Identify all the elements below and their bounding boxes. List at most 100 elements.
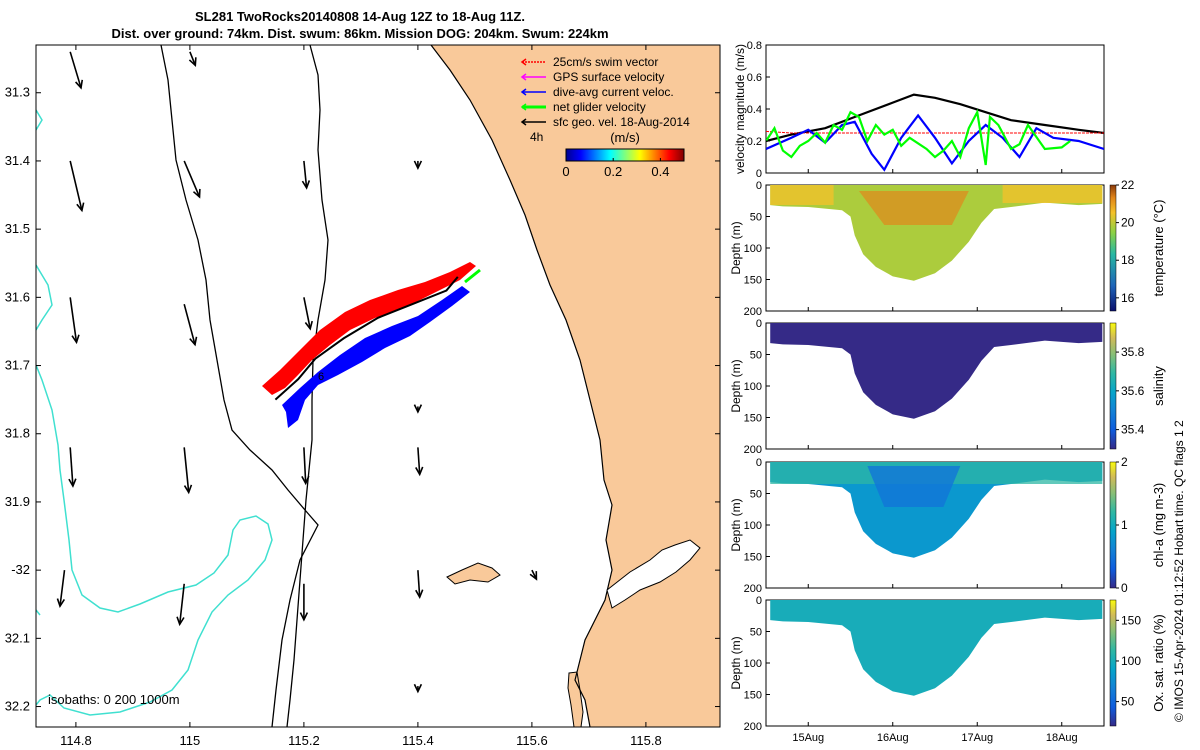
- current-arrow: [69, 160, 83, 211]
- section-surface-band: [770, 185, 834, 205]
- swan-river: [606, 539, 701, 609]
- section-data-fill: [770, 185, 1103, 281]
- current-arrow: [178, 583, 185, 625]
- isobath-deep: [36, 109, 273, 716]
- map-y-tick-label: 31.5: [5, 221, 30, 236]
- section-data-fill: [770, 600, 1103, 696]
- section-y-tick-label: 50: [750, 627, 762, 639]
- coastline: [430, 45, 613, 727]
- section-colorbar-tick-label: 35.6: [1121, 384, 1145, 398]
- section-y-tick-label: 150: [744, 552, 762, 564]
- colorbar-tick-label: 0: [562, 164, 569, 179]
- section-y-tick-label: 0: [756, 457, 762, 469]
- legend-arrowhead: [520, 118, 527, 126]
- current-arrow-head: [56, 598, 66, 608]
- chart-title-line2: Dist. over ground: 74km. Dist. swum: 86k…: [111, 26, 609, 41]
- legend-arrowhead: [520, 73, 527, 81]
- map-frame: [35, 44, 721, 728]
- map-x-tick-label: 115.8: [630, 733, 662, 748]
- section-y-tick-label: 0: [756, 595, 762, 607]
- map-axes: 114.8 115 115.2 115.4 115.6 115.8 31.3 31.4 31.5…: [5, 45, 720, 748]
- legend-arrowhead: [520, 58, 527, 66]
- current-arrow-head: [192, 188, 201, 199]
- velocity-y-tick-label: 0: [756, 168, 762, 180]
- current-arrow-head: [189, 336, 198, 347]
- map-y-tick-label: 32.1: [5, 630, 30, 645]
- colorbar-tick-label: 0.2: [604, 164, 622, 179]
- legend-label: dive-avg current veloc.: [553, 85, 674, 99]
- section-surface-band: [1002, 185, 1103, 203]
- section-low-core: [867, 466, 961, 507]
- section-y-label: Depth (m): [729, 359, 743, 412]
- velocity-y-tick-label: 0.8: [747, 40, 762, 52]
- credit-text: © IMOS 15-Apr-2024 01:12:52 Hobart time.…: [1172, 420, 1186, 722]
- map-y-tick-label: 31.6: [5, 289, 30, 304]
- map-x-tick-label: 115.4: [402, 733, 434, 748]
- current-arrow: [69, 51, 82, 89]
- section-y-label: Depth (m): [729, 221, 743, 274]
- map-y-tick-label: 31.9: [5, 494, 30, 509]
- legend-label: GPS surface velocity: [553, 70, 664, 84]
- velocity-y-tick-label: 0.6: [747, 72, 762, 84]
- map-x-tick-label: 114.8: [60, 733, 92, 748]
- map-y-tick-label: 31.3: [5, 85, 30, 100]
- legend-label: net glider velocity: [553, 100, 646, 114]
- section-data-fill: [770, 323, 1103, 419]
- legend-extra: 4h: [530, 130, 543, 144]
- section-oxygen-saturation: 0 50 100 150 200 Depth (m) 50 100 150 Ox. sat. ra…: [729, 595, 1166, 744]
- velocity-frame: [765, 44, 1105, 174]
- section-chl-a: 0 50 100 150 200 Depth (m) 0 1 2 chl-a (mg m-3): [729, 455, 1166, 595]
- velocity-series-line: [766, 108, 1071, 166]
- section-x-tick-label: 16Aug: [877, 732, 909, 744]
- legend-arrowhead: [520, 88, 527, 96]
- current-arrow: [183, 160, 201, 198]
- section-data-fill: [770, 462, 1103, 558]
- section-y-tick-label: 150: [744, 413, 762, 425]
- section-y-tick-label: 150: [744, 275, 762, 287]
- current-arrow: [417, 447, 421, 475]
- current-arrow-head: [415, 589, 424, 599]
- section-colorbar-tick-label: 100: [1121, 654, 1141, 668]
- section-temperature: 0 50 100 150 200 Depth (m) 16 18 20 22 temperature…: [729, 178, 1166, 318]
- current-arrow-head: [75, 79, 84, 90]
- current-arrow-head: [299, 612, 309, 622]
- map-panel: 6 114.8 115 115.2 115.4 115.6 115.8 31.3 31.4 31…: [5, 44, 721, 748]
- section-y-tick-label: 100: [744, 658, 762, 670]
- section-colorbar-tick-label: 18: [1121, 253, 1135, 267]
- velocity-series-line: [766, 130, 1104, 134]
- section-colorbar-label: salinity: [1151, 366, 1166, 406]
- section-colorbar-tick-label: 22: [1121, 178, 1135, 192]
- current-arrow-head: [301, 475, 310, 486]
- section-colorbar-tick-label: 1: [1121, 518, 1128, 532]
- current-arrow-head: [413, 404, 423, 414]
- section-colorbar: [1109, 322, 1117, 450]
- track-label: 6: [318, 371, 324, 383]
- section-y-tick-label: 200: [744, 583, 762, 595]
- current-arrow-head: [176, 616, 185, 627]
- colorbar-label: (m/s): [610, 130, 640, 145]
- section-warm-core: [858, 191, 969, 225]
- section-y-tick-label: 50: [750, 489, 762, 501]
- section-colorbar-label: temperature (°C): [1151, 200, 1166, 297]
- current-arrow: [69, 297, 78, 343]
- current-arrow-head: [76, 202, 85, 213]
- legend-label: 25cm/s swim vector: [553, 55, 658, 69]
- current-arrow: [303, 447, 307, 484]
- garden-island: [567, 671, 584, 727]
- section-colorbar-tick-label: 35.4: [1121, 423, 1145, 437]
- section-x-tick-label: 18Aug: [1046, 732, 1078, 744]
- section-x-tick-label: 15Aug: [792, 732, 824, 744]
- map-y-tick-label: 32.2: [5, 699, 30, 714]
- current-arrow: [303, 160, 308, 189]
- current-arrow-head: [183, 484, 193, 495]
- map-y-tick-label: 31.4: [5, 153, 30, 168]
- legend-label: sfc geo. vel. 18-Aug-2014: [553, 115, 690, 129]
- section-colorbar: [1109, 599, 1117, 727]
- section-colorbar: [1109, 184, 1117, 312]
- section-x-tick-label: 17Aug: [961, 732, 993, 744]
- velocity-series-line: [766, 93, 1104, 143]
- map-y-tick-label: -32: [11, 562, 30, 577]
